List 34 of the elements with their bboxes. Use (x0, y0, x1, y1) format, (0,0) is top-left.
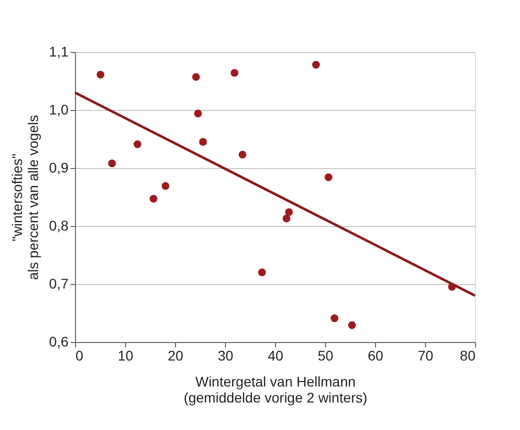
point (199, 138, 207, 146)
y-tick-label: 0,6 (49, 334, 69, 350)
point (238, 150, 246, 159)
y-tick-label: 1,1 (49, 44, 69, 60)
point (230, 69, 238, 77)
x-tick-label: 50 (318, 348, 334, 364)
point (348, 321, 356, 330)
point (285, 208, 293, 216)
point (108, 159, 116, 168)
point (192, 73, 200, 81)
y-tick-label: 0,7 (49, 276, 69, 292)
x-tick-label: 10 (118, 348, 134, 364)
x-tick-label: 20 (168, 348, 184, 364)
x-tick-label: 80 (460, 348, 476, 364)
x-tick-label: 70 (418, 348, 434, 364)
x-tick-label: 0 (76, 348, 84, 364)
x-tick-label: 60 (368, 348, 384, 364)
point (194, 110, 202, 118)
y-tick-label: 1,0 (49, 102, 69, 118)
point (312, 60, 320, 69)
x-tick-label: 40 (268, 348, 284, 364)
point (162, 182, 170, 190)
point (258, 268, 266, 276)
point (330, 314, 338, 322)
x-axis-title: Wintergetal van Hellmann (gemiddelde vorige 2 winters) (184, 374, 368, 406)
point (282, 214, 290, 222)
point (96, 70, 104, 78)
y-tick-label: 0,9 (49, 160, 69, 176)
y-axis-title: "wintersofties" als percent van alle vogels (9, 115, 42, 280)
point (150, 194, 158, 203)
x-tick-label: 30 (218, 348, 234, 364)
y-tick-label: 0,8 (49, 218, 69, 234)
point (324, 173, 332, 182)
point (134, 140, 142, 148)
